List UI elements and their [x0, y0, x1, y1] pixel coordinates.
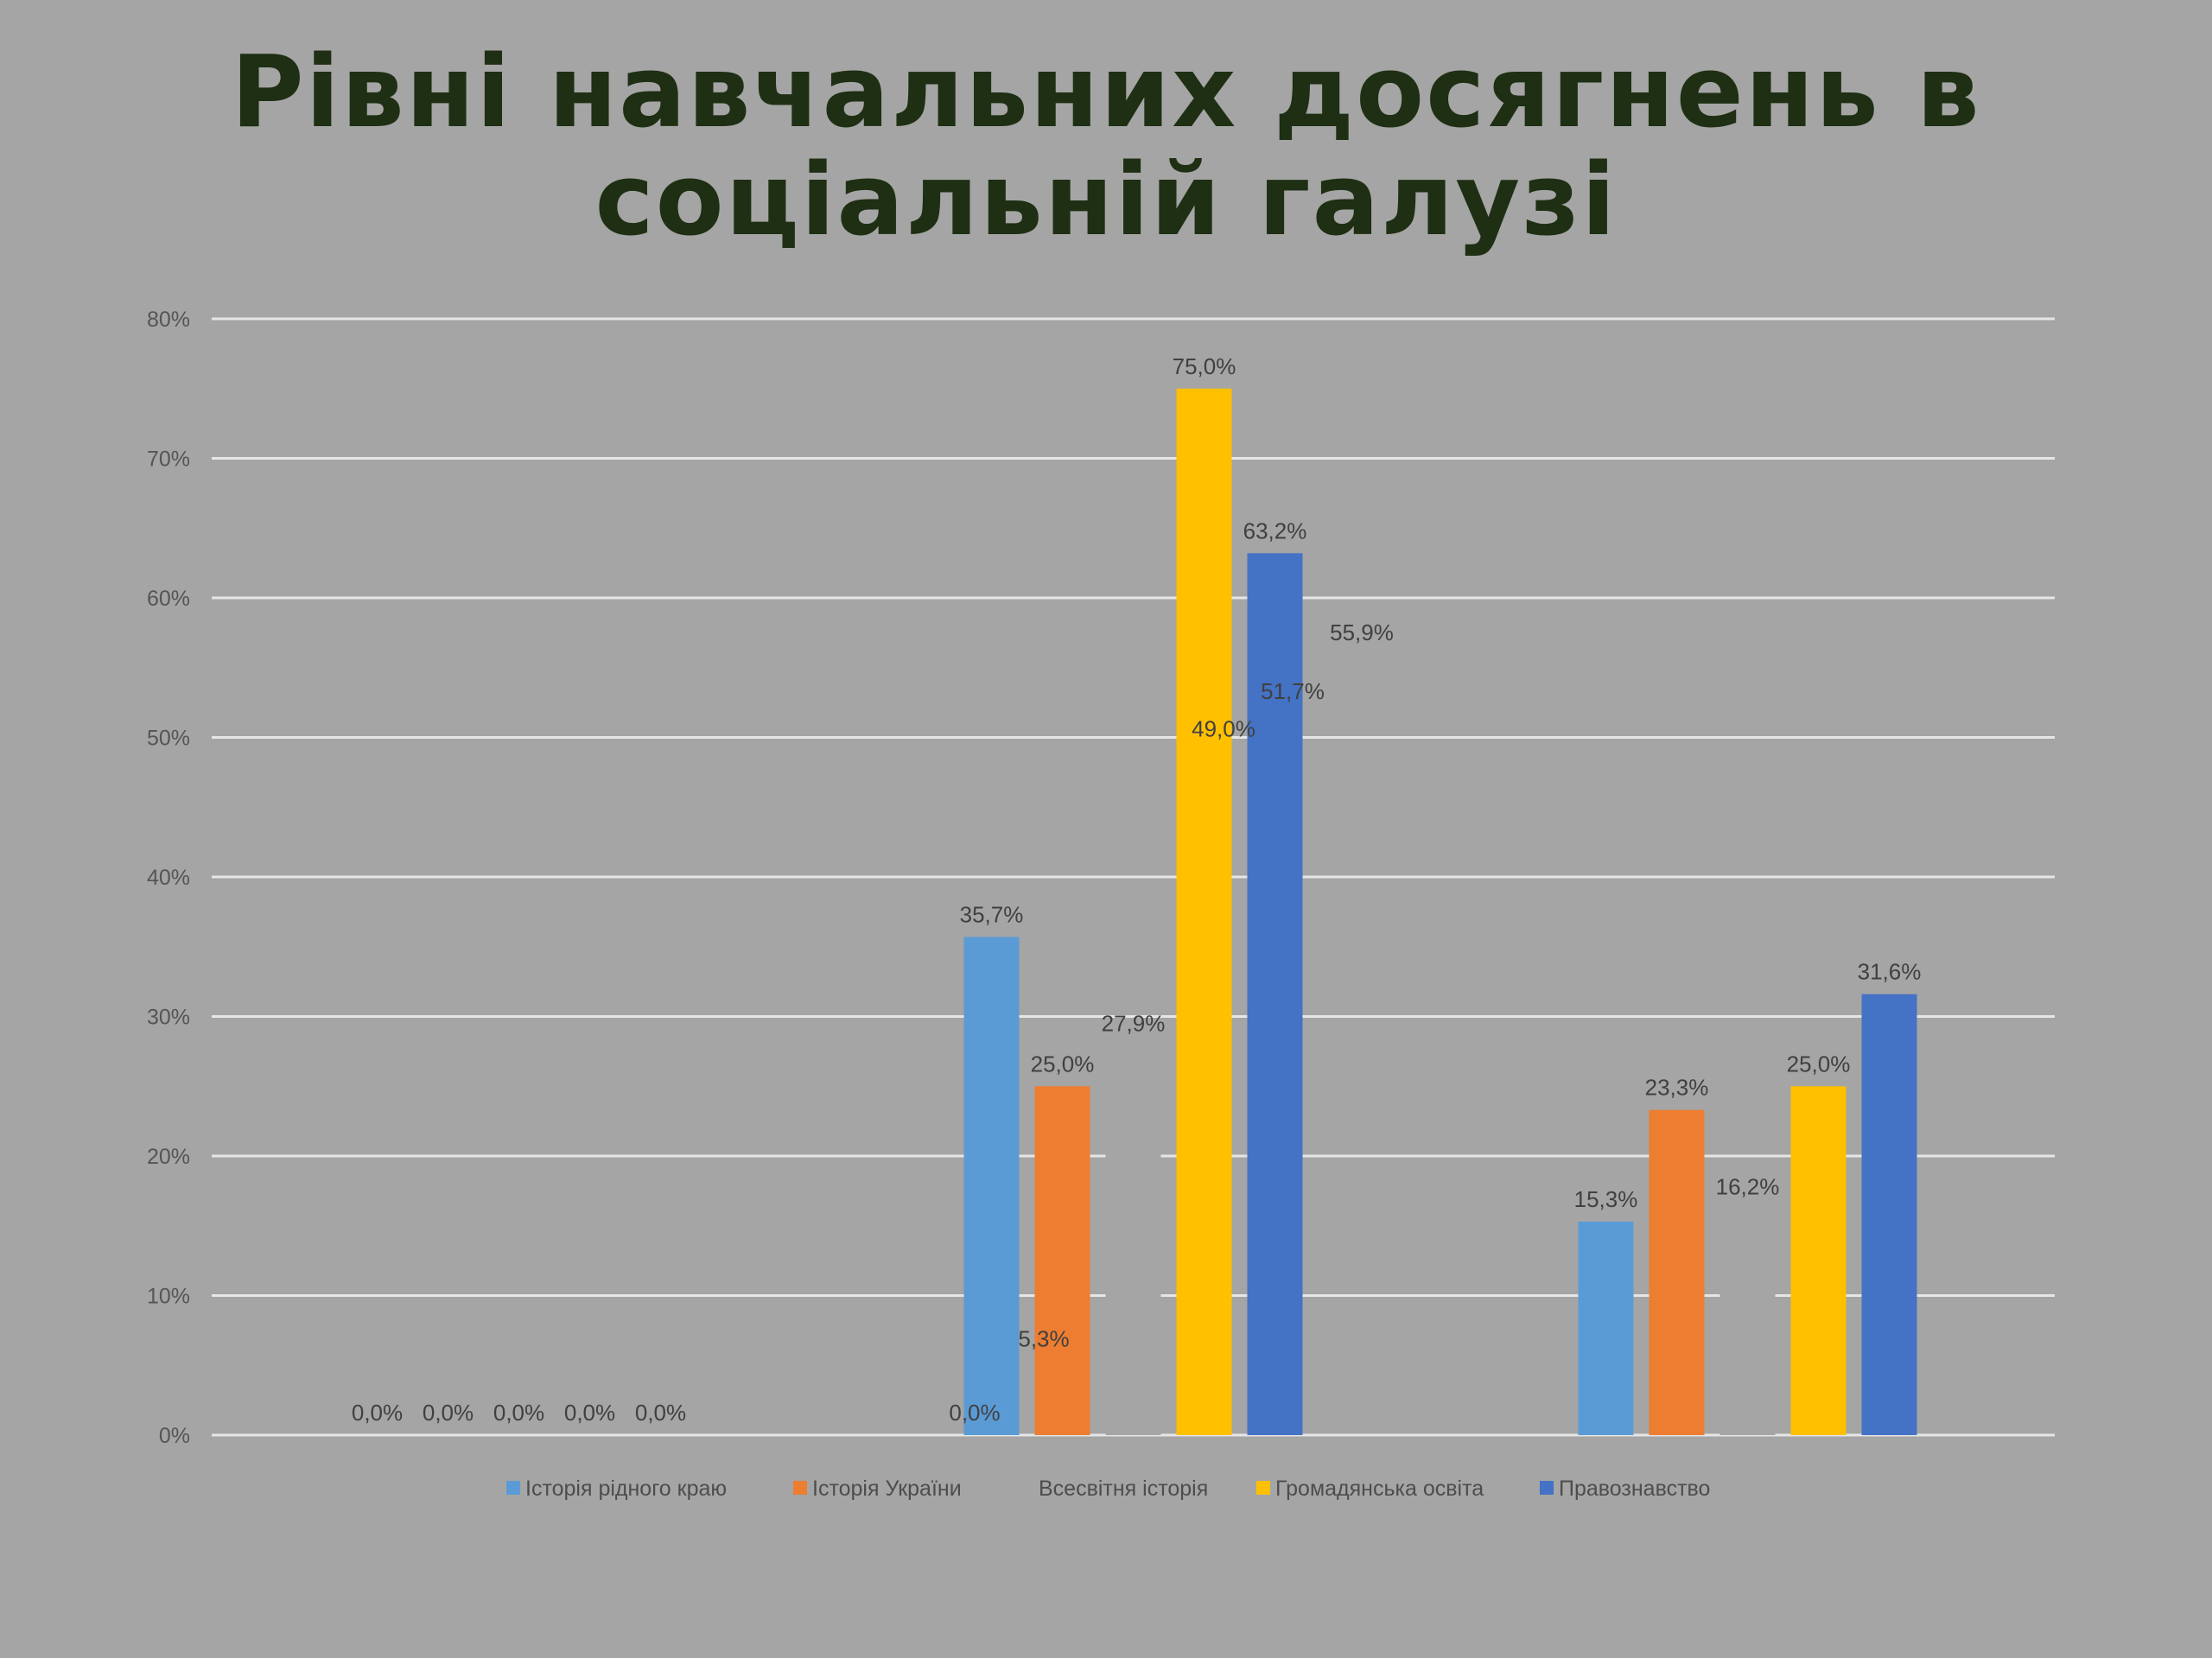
chart-title-line-2: соціальній галузі — [594, 143, 1618, 258]
data-label: 0,0% — [423, 1400, 474, 1426]
legend-label: Правознавство — [1559, 1477, 1710, 1501]
bar — [1247, 553, 1303, 1435]
data-label: 5,3% — [1018, 1325, 1069, 1351]
y-tick-label: 0% — [159, 1424, 190, 1448]
bar — [1176, 388, 1232, 1435]
legend-label: Всесвітня історія — [1039, 1477, 1208, 1501]
data-label: 0,0% — [493, 1400, 544, 1426]
chart-title: Рівні навчальних досягнень в соціальній … — [0, 39, 2212, 255]
data-label: 15,3% — [1574, 1186, 1638, 1212]
data-label: 51,7% — [1261, 678, 1325, 704]
data-label: 27,9% — [1102, 1010, 1166, 1036]
legend-swatch — [793, 1481, 807, 1495]
data-label: 16,2% — [1716, 1173, 1780, 1199]
y-tick-label: 30% — [147, 1006, 190, 1030]
legend-swatch — [1256, 1481, 1270, 1495]
data-label: 0,0% — [564, 1400, 615, 1426]
legend-label: Історія України — [812, 1477, 962, 1501]
legend-label: Історія рідного краю — [525, 1477, 727, 1501]
legend-label: Громадянська освіта — [1275, 1477, 1484, 1501]
y-tick-label: 70% — [147, 448, 190, 472]
bar — [1578, 1221, 1634, 1435]
y-tick-label: 20% — [147, 1145, 190, 1169]
data-label: 23,3% — [1645, 1075, 1709, 1101]
bar — [1034, 1086, 1090, 1435]
bar — [963, 937, 1020, 1435]
data-label: 0,0% — [949, 1400, 1000, 1426]
data-label: 25,0% — [1787, 1051, 1851, 1077]
data-label: 75,0% — [1173, 353, 1236, 379]
legend-swatch — [506, 1481, 520, 1495]
data-label: 25,0% — [1031, 1051, 1095, 1077]
data-label: 63,2% — [1243, 518, 1307, 543]
y-tick-label: 60% — [147, 587, 190, 611]
data-label: 35,7% — [960, 901, 1024, 927]
data-label: 0,0% — [635, 1400, 686, 1426]
data-label: 55,9% — [1330, 619, 1394, 645]
legend-swatch — [1540, 1481, 1554, 1495]
legend-swatch — [1020, 1481, 1033, 1495]
bar — [1105, 1045, 1161, 1435]
data-label: 49,0% — [1192, 716, 1255, 742]
bar — [1649, 1109, 1705, 1435]
chart-title-line-1: Рівні навчальних досягнень в — [231, 35, 1981, 150]
bar — [1719, 1209, 1776, 1435]
y-tick-label: 10% — [147, 1285, 190, 1309]
y-tick-label: 40% — [147, 866, 190, 890]
y-tick-label: 50% — [147, 727, 190, 751]
bar — [1861, 994, 1917, 1435]
data-label: 31,6% — [1858, 959, 1922, 985]
bar — [1790, 1086, 1847, 1435]
data-label: 0,0% — [352, 1400, 403, 1426]
y-tick-label: 80% — [147, 308, 190, 332]
